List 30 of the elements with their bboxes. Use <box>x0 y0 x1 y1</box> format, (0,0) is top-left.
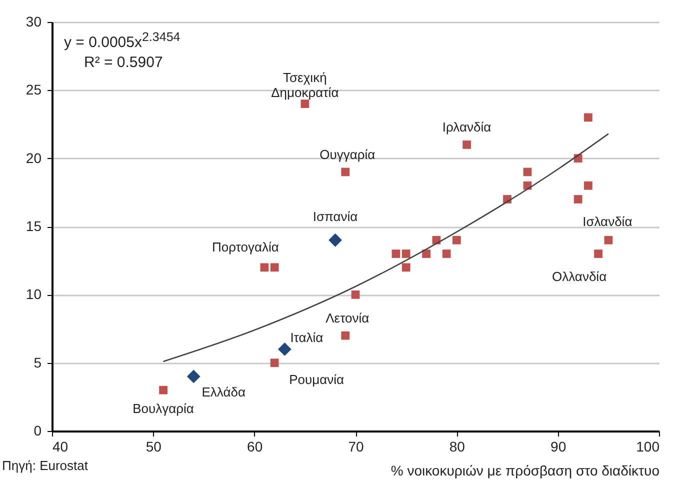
annotation: Ολλανδία <box>552 268 608 284</box>
x-tick-label: 70 <box>348 438 364 454</box>
annotation: Ισπανία <box>312 209 358 224</box>
annotation: Ελλάδα <box>202 384 246 400</box>
annotation: Ιταλία <box>290 330 324 346</box>
x-tick-label: 100 <box>636 438 660 454</box>
x-tick-label: 40 <box>52 438 68 454</box>
x-tick-label: 90 <box>550 438 566 454</box>
y-tick-label: 20 <box>26 150 42 166</box>
x-tick-label: 80 <box>449 438 466 454</box>
y-tick-label: 30 <box>26 14 42 30</box>
annotation: Τσεχική Δημοκρατία <box>271 70 340 100</box>
annotation: Λετονία <box>326 310 370 326</box>
annotation: Ισλανδία <box>582 214 633 230</box>
annotation: Ιρλανδία <box>442 120 492 135</box>
annotation: R² = 0.5907 <box>84 54 163 71</box>
text: Πηγή: Eurostat <box>2 458 88 473</box>
x-tick-label: 60 <box>247 438 263 454</box>
annotation: y = 0.0005x$^{2.3454}$ <box>64 30 180 51</box>
annotation: Ουγγαρία <box>320 146 376 162</box>
y-tick-label: 0 <box>34 422 42 438</box>
x-axis-title: % νοικοκυριών με πρόσβαση στο διαδίκτυο <box>390 462 660 478</box>
y-tick-label: 10 <box>26 286 42 302</box>
annotation: Βουλγαρία <box>132 401 194 416</box>
y-tick-label: 15 <box>26 218 42 234</box>
annotation: Ρουμανία <box>289 372 345 387</box>
annotation: Πορτογαλία <box>212 239 280 254</box>
x-tick-label: 50 <box>146 438 162 454</box>
y-tick-label: 25 <box>26 82 42 98</box>
y-tick-label: 5 <box>34 354 42 370</box>
